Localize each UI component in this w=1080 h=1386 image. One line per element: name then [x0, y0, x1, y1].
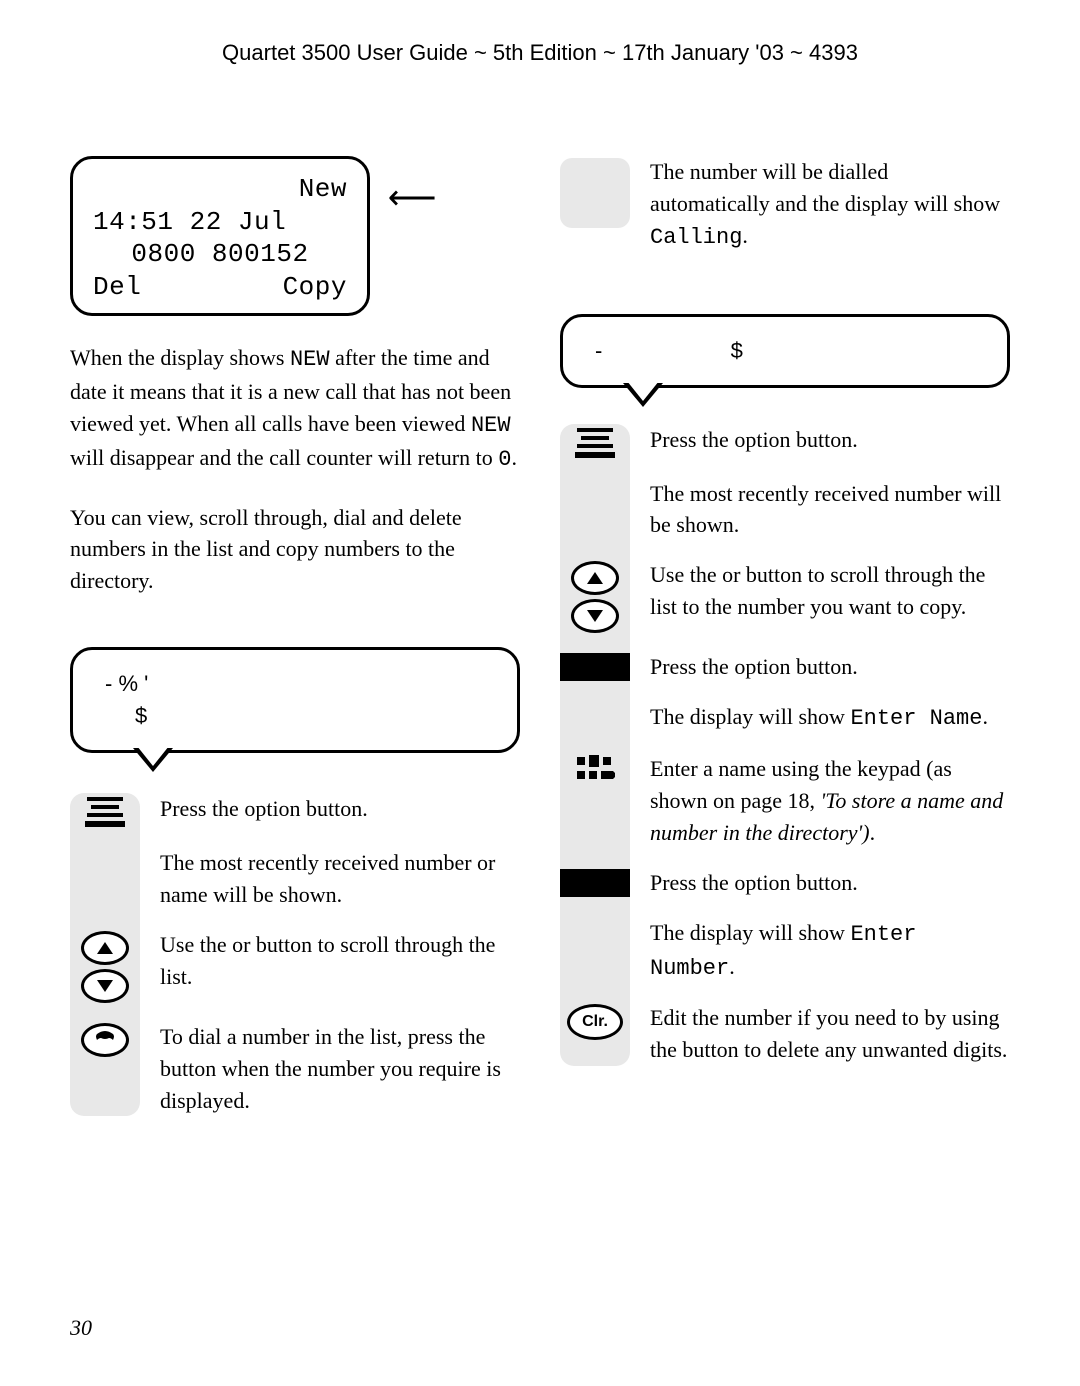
arrow-indicator: ⟵: [388, 177, 437, 220]
right-column: The number will be dialled automatically…: [560, 156, 1010, 1116]
menu-icon: [560, 424, 630, 460]
grey-placeholder-icon: [560, 156, 630, 228]
page-header: Quartet 3500 User Guide ~ 5th Edition ~ …: [70, 40, 1010, 66]
left-para-1: When the display shows NEW after the tim…: [70, 342, 520, 476]
right-step-group: Press the option button. The most recent…: [560, 424, 1010, 1067]
right-step-2: The most recently received number will b…: [650, 478, 1010, 542]
black-button-icon: [560, 867, 630, 897]
left-callout: - % ' $: [70, 647, 520, 753]
right-step-5: The display will show Enter Name.: [650, 701, 988, 735]
blank-icon: [70, 847, 140, 849]
handset-icon: [70, 1021, 140, 1057]
up-down-icon: [70, 929, 140, 1003]
lcd-softkey-left: Del: [93, 271, 141, 304]
left-step-1: Press the option button.: [160, 793, 368, 825]
right-step-8: The display will show Enter Number.: [650, 917, 1010, 985]
left-step-4: To dial a number in the list, press the …: [160, 1021, 520, 1117]
black-button-icon: [560, 651, 630, 681]
lcd-line-time: 14:51 22 Jul: [93, 206, 347, 239]
left-column: New 14:51 22 Jul 0800 800152 Del Copy ⟵ …: [70, 156, 520, 1116]
right-step-6: Enter a name using the keypad (as shown …: [650, 753, 1010, 849]
right-top-text: The number will be dialled automatically…: [650, 156, 1010, 254]
right-callout: - $: [560, 314, 1010, 388]
right-step-9: Edit the number if you need to by using …: [650, 1002, 1010, 1066]
up-down-icon: [560, 559, 630, 633]
right-step-1: Press the option button.: [650, 424, 858, 456]
clr-button-icon: Clr.: [560, 1002, 630, 1040]
lcd-display: New 14:51 22 Jul 0800 800152 Del Copy ⟵: [70, 156, 370, 316]
right-step-7: Press the option button.: [650, 867, 858, 899]
left-step-group: Press the option button. The most recent…: [70, 793, 520, 1116]
lcd-line-number: 0800 800152: [93, 238, 347, 271]
keypad-icon: [560, 753, 630, 789]
right-step-4: Press the option button.: [650, 651, 858, 683]
left-para-2: You can view, scroll through, dial and d…: [70, 502, 520, 598]
right-step-3: Use the or button to scroll through the …: [650, 559, 1010, 623]
page-number: 30: [70, 1315, 92, 1341]
lcd-softkey-right: Copy: [283, 271, 347, 304]
lcd-line-new: New: [93, 173, 347, 206]
left-step-3: Use the or button to scroll through the …: [160, 929, 520, 993]
menu-icon: [70, 793, 140, 829]
left-step-2: The most recently received number or nam…: [160, 847, 520, 911]
